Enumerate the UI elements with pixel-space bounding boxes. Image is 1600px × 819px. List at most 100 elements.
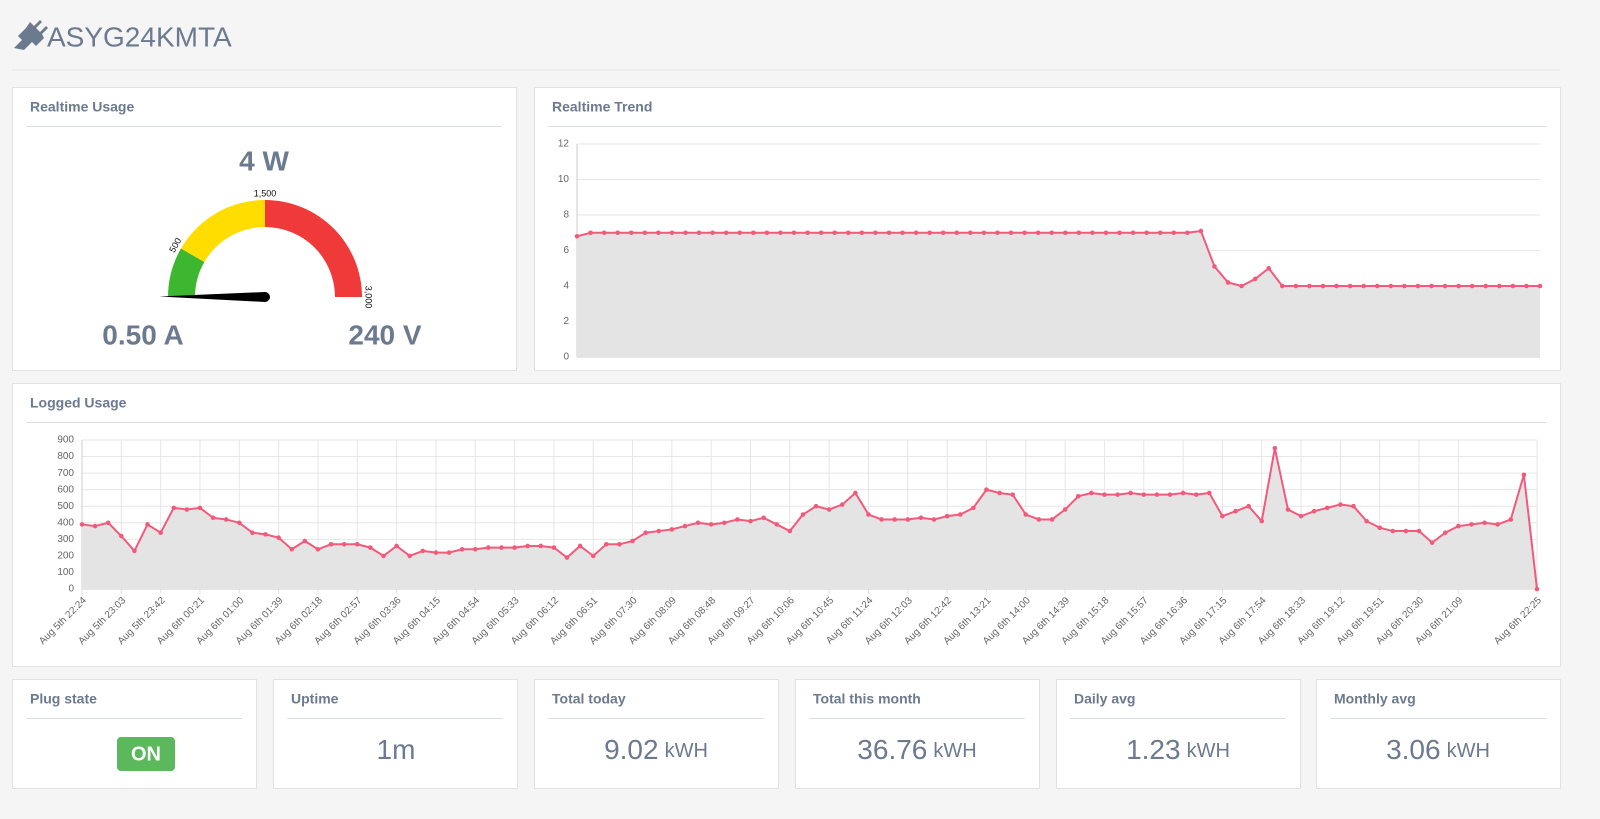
point bbox=[184, 507, 190, 512]
point bbox=[1456, 283, 1461, 289]
value-unit: kWH bbox=[665, 740, 708, 762]
point bbox=[1469, 522, 1474, 527]
point bbox=[1377, 525, 1383, 531]
point bbox=[879, 517, 884, 522]
point bbox=[617, 542, 622, 547]
point bbox=[1035, 230, 1041, 236]
point bbox=[764, 230, 770, 236]
point bbox=[995, 230, 1000, 236]
point bbox=[682, 523, 688, 529]
point bbox=[223, 517, 229, 522]
point bbox=[1266, 265, 1272, 271]
point bbox=[813, 503, 819, 509]
point bbox=[751, 230, 756, 236]
point bbox=[601, 230, 607, 236]
point bbox=[853, 490, 858, 496]
point bbox=[1307, 283, 1312, 289]
area bbox=[577, 230, 1540, 357]
value-number: 1m bbox=[377, 734, 416, 765]
point bbox=[669, 230, 675, 236]
point bbox=[1185, 230, 1190, 236]
card-title: Plug state bbox=[30, 691, 97, 707]
point bbox=[800, 512, 806, 517]
point bbox=[721, 520, 727, 526]
point bbox=[1293, 283, 1299, 289]
voltage-value: 240 V bbox=[348, 319, 421, 350]
point bbox=[1141, 492, 1147, 497]
point bbox=[551, 545, 557, 550]
point bbox=[328, 542, 334, 547]
panel-title: Realtime Trend bbox=[552, 99, 652, 115]
gauge-needle bbox=[159, 292, 271, 302]
point bbox=[1233, 508, 1238, 514]
y-tick-label: 800 bbox=[57, 451, 74, 462]
point bbox=[761, 515, 766, 521]
card bbox=[1316, 679, 1561, 789]
point bbox=[381, 553, 386, 559]
point bbox=[394, 543, 399, 549]
point bbox=[1130, 230, 1136, 236]
card-title: Total today bbox=[552, 691, 626, 707]
point bbox=[886, 230, 892, 236]
point bbox=[574, 234, 580, 239]
point bbox=[1193, 492, 1199, 497]
gauge-tick-label: 1,500 bbox=[254, 188, 277, 198]
point bbox=[669, 527, 675, 532]
point bbox=[839, 502, 845, 507]
point bbox=[263, 532, 268, 537]
point bbox=[1198, 228, 1204, 234]
point bbox=[1521, 472, 1527, 478]
card bbox=[273, 679, 518, 789]
y-tick-label: 200 bbox=[57, 551, 74, 562]
card-title: Total this month bbox=[813, 691, 921, 707]
point bbox=[1154, 492, 1160, 497]
power-value: 4 W bbox=[239, 145, 289, 176]
point bbox=[1259, 518, 1265, 524]
point bbox=[1115, 492, 1120, 497]
point bbox=[918, 515, 924, 521]
card bbox=[1056, 679, 1301, 789]
point bbox=[774, 522, 780, 527]
point bbox=[1023, 512, 1029, 517]
point bbox=[1429, 283, 1434, 289]
value-number: 9.02 bbox=[604, 734, 659, 765]
point bbox=[1456, 523, 1461, 529]
point bbox=[1049, 230, 1055, 236]
point bbox=[341, 542, 347, 547]
point bbox=[630, 538, 635, 544]
point bbox=[564, 555, 570, 560]
y-tick-label: 100 bbox=[57, 567, 74, 578]
point bbox=[210, 515, 216, 521]
y-tick-label: 4 bbox=[563, 281, 569, 292]
point bbox=[1049, 517, 1055, 522]
point bbox=[1361, 283, 1366, 289]
point bbox=[1212, 264, 1217, 269]
panel-title: Logged Usage bbox=[30, 395, 127, 411]
y-tick-label: 8 bbox=[563, 210, 569, 221]
point bbox=[791, 230, 797, 236]
point bbox=[845, 230, 851, 236]
point bbox=[940, 230, 946, 236]
point bbox=[1347, 283, 1353, 289]
y-tick-label: 2 bbox=[563, 316, 569, 327]
point bbox=[723, 230, 729, 236]
y-tick-label: 400 bbox=[57, 517, 74, 528]
point bbox=[1167, 492, 1173, 497]
point bbox=[1483, 283, 1489, 289]
value-unit: kWH bbox=[933, 740, 976, 762]
point bbox=[1239, 283, 1244, 289]
point bbox=[1220, 513, 1225, 519]
point bbox=[971, 505, 976, 511]
point bbox=[1497, 283, 1502, 289]
point bbox=[1469, 283, 1475, 289]
point bbox=[145, 522, 150, 527]
card-title: Daily avg bbox=[1074, 691, 1135, 707]
point bbox=[1157, 230, 1163, 236]
point bbox=[984, 487, 989, 492]
point bbox=[1320, 283, 1326, 289]
point bbox=[628, 230, 634, 236]
point bbox=[1171, 230, 1177, 236]
card-value: 9.02 kWH bbox=[604, 734, 708, 765]
point bbox=[1144, 230, 1149, 236]
point bbox=[1225, 280, 1231, 285]
